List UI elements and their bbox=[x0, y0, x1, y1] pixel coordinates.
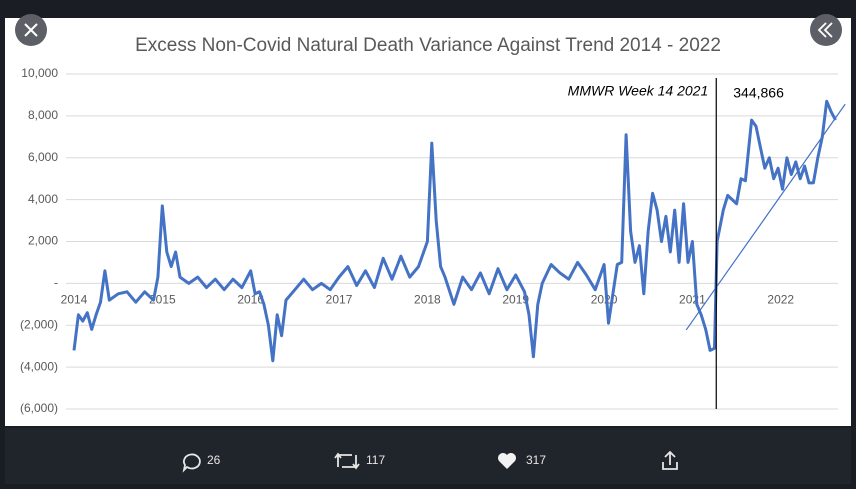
y-tick-label: 2,000 bbox=[28, 234, 58, 248]
y-tick-label: 6,000 bbox=[28, 150, 58, 164]
retweet-count: 117 bbox=[366, 453, 385, 467]
plot: 10,000 8,000 6,000 4,000 2,000 - (2,000) (4,000… bbox=[20, 66, 846, 415]
collapse-button[interactable] bbox=[810, 14, 842, 46]
y-tick-label: (2,000) bbox=[20, 317, 58, 331]
y-tick-label: (6,000) bbox=[20, 401, 58, 415]
like-count: 317 bbox=[526, 453, 546, 467]
like-button[interactable]: 317 bbox=[498, 453, 546, 469]
retweet-button[interactable]: 117 bbox=[334, 452, 385, 470]
y-tick-label: (4,000) bbox=[20, 359, 58, 373]
y-tick-label: 10,000 bbox=[21, 66, 58, 80]
reply-button[interactable]: 26 bbox=[182, 453, 221, 473]
x-tick-label: 2018 bbox=[414, 293, 441, 307]
y-tick-label: 8,000 bbox=[28, 108, 58, 122]
x-tick-label: 2014 bbox=[61, 293, 88, 307]
data-line bbox=[72, 99, 837, 363]
close-button[interactable] bbox=[15, 14, 47, 46]
share-button[interactable] bbox=[662, 450, 678, 470]
trend-line bbox=[685, 103, 846, 331]
y-tick-label: 4,000 bbox=[28, 192, 58, 206]
marker-note: 344,866 bbox=[733, 85, 784, 101]
reply-count: 26 bbox=[207, 453, 221, 467]
marker-label: MMWR Week 14 2021 bbox=[568, 83, 709, 99]
x-tick-label: 2016 bbox=[237, 293, 264, 307]
toolbar bbox=[5, 428, 851, 484]
x-tick-label: 2019 bbox=[502, 293, 529, 307]
x-tick-label: 2017 bbox=[326, 293, 353, 307]
chart-title: Excess Non-Covid Natural Death Variance … bbox=[135, 35, 721, 56]
y-tick-label: - bbox=[54, 276, 58, 290]
x-tick-label: 2022 bbox=[767, 293, 794, 307]
x-tick-label: 2021 bbox=[679, 293, 706, 307]
